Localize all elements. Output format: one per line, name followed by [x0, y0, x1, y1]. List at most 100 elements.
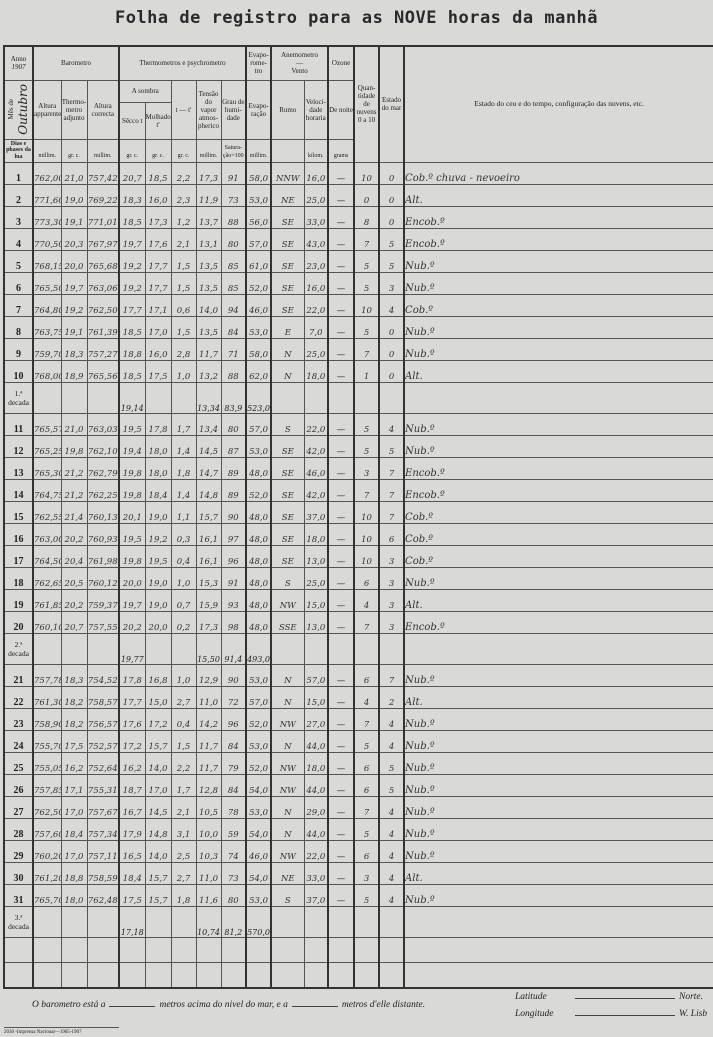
cell-humidade: 88 — [220, 359, 248, 383]
cell-nuvens: 8 — [353, 205, 381, 229]
blank-cell — [270, 936, 305, 963]
table-row: 10 768,00 18,9 765,56 18,5 17,5 1,0 13,2 88 62,0 N… — [3, 359, 713, 383]
blank-cell — [245, 936, 273, 963]
cell-evaporacao: 48,0 — [245, 500, 273, 524]
cell-estado-ceu: Nub.º — [403, 412, 713, 436]
cell-molhado: 15,7 — [144, 883, 172, 907]
table-row: 19 761,85 20,2 759,37 19,7 19,0 0,7 15,9 93 48,0 N… — [3, 588, 713, 612]
cell-thermometro-adjunto: 18,2 — [60, 685, 88, 709]
cell-tensao: 10,3 — [195, 839, 222, 863]
blank-cell — [144, 936, 172, 963]
cell-day: 21 — [3, 663, 34, 687]
cell-humidade: 80 — [220, 883, 248, 907]
cell-altura-correcta: 757,67 — [86, 795, 121, 819]
blank-cell — [170, 936, 197, 963]
latitude-field[interactable] — [575, 998, 675, 999]
cell-ozone: — — [327, 456, 356, 480]
cell-nuvens: 6 — [353, 566, 381, 590]
blank-cell — [378, 936, 406, 963]
table-row: 4 770,50 20,3 767,97 19,7 17,6 2,1 13,1 80 57,0 SE… — [3, 227, 713, 251]
altitude-field[interactable] — [109, 1006, 156, 1007]
cell-day: 27 — [3, 795, 34, 819]
cell-thermometro-adjunto: 18,4 — [60, 817, 88, 841]
cell-rumo: SE — [270, 205, 305, 229]
cell-estado-ceu: Encob.º — [403, 227, 713, 251]
decade-empty-cell — [32, 905, 62, 938]
decade-empty-cell — [86, 381, 121, 414]
cell-ozone: — — [327, 588, 356, 612]
latitude-suffix: Norte. — [679, 992, 704, 1002]
blank-row — [3, 961, 713, 988]
cell-velocidade: 42,0 — [303, 434, 330, 458]
cell-humidade: 84 — [220, 729, 248, 753]
cell-estado-mar: 7 — [378, 500, 406, 524]
cell-rumo: NW — [270, 839, 305, 863]
blank-cell — [403, 936, 713, 963]
cell-thermometro-adjunto: 21,0 — [60, 161, 88, 185]
cell-humidade: 80 — [220, 412, 248, 436]
cell-rumo: SE — [270, 478, 305, 502]
decade-summary-row: 2.ª decada 19,77 15,50 91,4 493,0 — [3, 632, 713, 665]
table-row: 2 771,60 19,0 769,22 18,3 16,0 2,3 11,9 73 53,0 NE… — [3, 183, 713, 207]
cell-nuvens: 10 — [353, 544, 381, 568]
cell-altura-correcta: 757,27 — [86, 337, 121, 361]
cell-thermometro-adjunto: 21,0 — [60, 412, 88, 436]
cell-thermometro-adjunto: 16,2 — [60, 751, 88, 775]
blank-cell — [86, 961, 121, 988]
cell-estado-ceu: Encob.º — [403, 456, 713, 480]
cell-tensao: 15,7 — [195, 500, 222, 524]
barometer-note-b: metros acima do nivel do mar, e a — [159, 1000, 288, 1010]
cell-velocidade: 13,0 — [303, 544, 330, 568]
cell-velocidade: 44,0 — [303, 729, 330, 753]
decade-evap: 493,0 — [245, 632, 273, 665]
cell-velocidade: 18,0 — [303, 522, 330, 546]
cell-rumo: NW — [270, 751, 305, 775]
cell-tensao: 17,3 — [195, 610, 222, 634]
cell-rumo: N — [270, 359, 305, 383]
cell-diff: 1,1 — [170, 500, 197, 524]
cell-estado-mar: 3 — [378, 544, 406, 568]
cell-ozone: — — [327, 293, 356, 317]
cell-diff: 1,8 — [170, 883, 197, 907]
cell-estado-mar: 5 — [378, 751, 406, 775]
cell-tensao: 16,1 — [195, 522, 222, 546]
cell-nuvens: 7 — [353, 707, 381, 731]
cell-rumo: E — [270, 315, 305, 339]
unit-thermo: gr. c. — [60, 138, 88, 163]
cell-ozone: — — [327, 685, 356, 709]
longitude-field[interactable] — [575, 1015, 675, 1016]
cell-ozone: — — [327, 861, 356, 885]
cell-tensao: 14,7 — [195, 456, 222, 480]
cell-secco: 17,6 — [118, 707, 146, 731]
cell-evaporacao: 52,0 — [245, 271, 273, 295]
cell-diff: 1,8 — [170, 456, 197, 480]
cell-estado-ceu: Alt. — [403, 183, 713, 207]
decade-empty-cell — [353, 632, 381, 665]
vento-label: Vento — [291, 67, 308, 76]
cell-day: 18 — [3, 566, 34, 590]
blank-cell — [220, 936, 248, 963]
cell-day: 13 — [3, 456, 34, 480]
distance-field[interactable] — [291, 1006, 338, 1007]
cell-velocidade: 46,0 — [303, 456, 330, 480]
decade-empty-cell — [303, 905, 330, 938]
cell-diff: 0,7 — [170, 588, 197, 612]
table-row: 22 761,30 18,2 758,57 17,7 15,0 2,7 11,0 72 57,0 N… — [3, 685, 713, 709]
cell-diff: 1,4 — [170, 478, 197, 502]
decade-empty-cell — [170, 632, 197, 665]
cell-humidade: 73 — [220, 861, 248, 885]
table-row: 25 755,05 16,2 752,64 16,2 14,0 2,2 11,7 79 52,0 N… — [3, 751, 713, 775]
cell-secco: 18,5 — [118, 315, 146, 339]
cell-estado-ceu: Nub.º — [403, 729, 713, 753]
ozone-header: Ozone — [327, 45, 356, 81]
cell-evaporacao: 52,0 — [245, 478, 273, 502]
cell-altura-apparente: 755,70 — [32, 729, 62, 753]
cell-nuvens: 1 — [353, 359, 381, 383]
cell-altura-correcta: 761,39 — [86, 315, 121, 339]
cell-evaporacao: 48,0 — [245, 522, 273, 546]
cell-estado-ceu: Cob.º — [403, 293, 713, 317]
cell-estado-mar: 0 — [378, 359, 406, 383]
cell-rumo: NNW — [270, 161, 305, 185]
cell-velocidade: 16,0 — [303, 161, 330, 185]
cell-day: 4 — [3, 227, 34, 251]
